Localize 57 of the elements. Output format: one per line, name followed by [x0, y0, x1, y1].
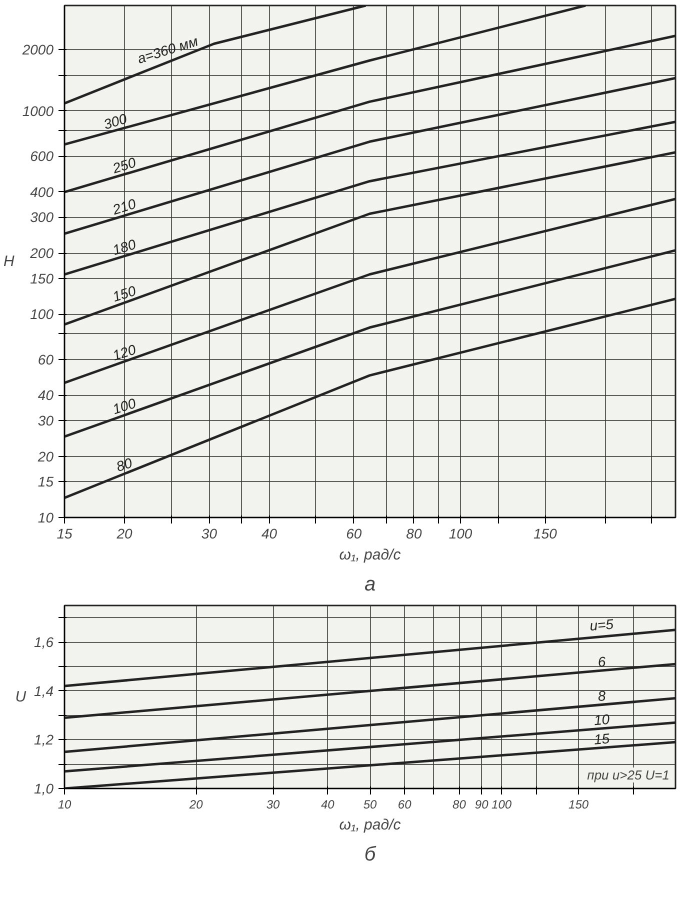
series-label: 6 [597, 653, 607, 670]
x-tick-label: 30 [201, 526, 218, 542]
text: 180 [110, 236, 138, 258]
text: a=360 мм [135, 32, 200, 67]
x-axis-title: ω₁, рад/с [339, 816, 402, 834]
text: 100 [110, 394, 138, 418]
y-tick-label: 30 [38, 412, 54, 429]
x-tick-label: 90 [474, 798, 489, 812]
text: 80 [114, 454, 134, 474]
x-tick-label: 30 [266, 798, 280, 812]
y-axis-title: U [15, 688, 26, 706]
x-tick-label: 60 [346, 526, 362, 542]
y-tick-label: 1,2 [34, 732, 54, 748]
y-tick-label: 1,4 [34, 682, 54, 699]
x-axis-title: ω₁, рад/с [339, 546, 402, 564]
text: 150 [110, 282, 138, 305]
x-tick-label: 80 [406, 526, 422, 542]
series-label: 10 [593, 710, 610, 728]
x-tick-label: 20 [116, 526, 133, 542]
x-tick-label: 150 [534, 526, 558, 542]
y-tick-label: 300 [30, 209, 54, 226]
series-label: 15 [593, 730, 610, 748]
text: 250 [110, 154, 138, 177]
y-tick-label: 10 [38, 510, 54, 526]
x-tick-label: 100 [492, 798, 512, 812]
y-tick-label: 1,6 [34, 634, 54, 650]
text: а [364, 574, 376, 596]
series-label: 8 [597, 687, 607, 704]
x-tick-label: 150 [568, 798, 589, 812]
y-tick-label: 2000 [21, 42, 54, 58]
x-tick-label: 20 [188, 798, 204, 812]
y-tick-label: 1,0 [34, 780, 54, 796]
x-tick-label: 60 [398, 798, 412, 812]
text: б [364, 844, 376, 866]
y-tick-label: 150 [30, 270, 54, 286]
annotation: при u>25 U=1 [587, 768, 670, 782]
y-tick-label: 15 [38, 474, 54, 490]
x-tick-label: 15 [56, 526, 72, 542]
text: 210 [110, 195, 138, 218]
x-tick-label: 40 [320, 798, 335, 812]
y-axis-title: H [4, 253, 15, 270]
y-tick-label: 400 [30, 184, 54, 200]
x-tick-label: 40 [261, 526, 278, 542]
x-tick-label: 100 [448, 526, 472, 542]
y-tick-label: 20 [36, 448, 54, 464]
x-tick-label: 80 [452, 798, 466, 812]
y-tick-label: 200 [29, 245, 54, 262]
series-label: u=5 [589, 616, 614, 634]
y-tick-label: 40 [38, 387, 54, 404]
text: 300 [102, 110, 129, 132]
y-tick-label: 100 [30, 306, 54, 322]
x-tick-label: 50 [363, 798, 377, 812]
x-tick-label: 10 [58, 798, 72, 812]
y-tick-label: 1000 [22, 102, 54, 119]
y-tick-label: 60 [38, 351, 54, 368]
text: 120 [110, 341, 138, 364]
y-tick-label: 600 [30, 148, 54, 164]
